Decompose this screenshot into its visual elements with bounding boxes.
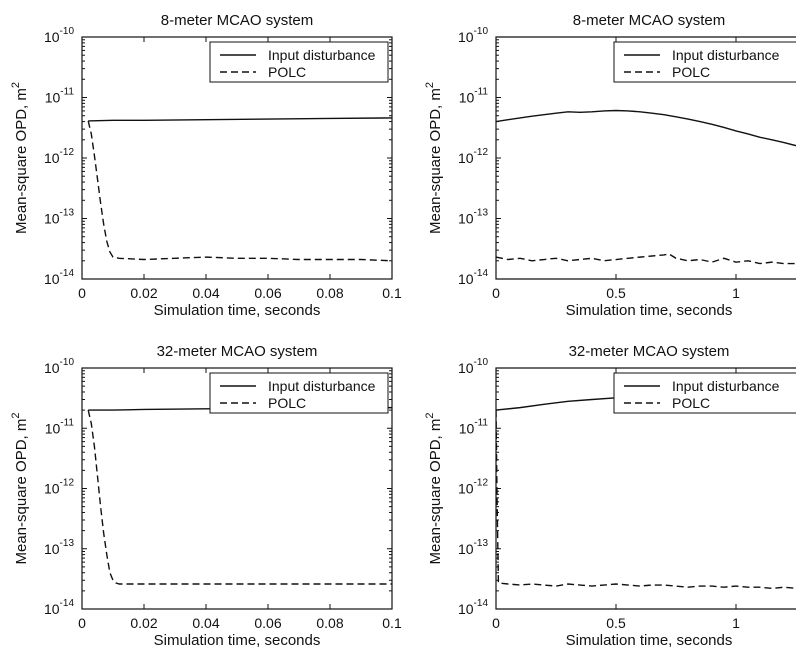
chart-panel: 32-meter MCAO system 10-14 10-13 10-12 10-11… [10,343,402,649]
chart-title: 8-meter MCAO system [161,12,314,29]
x-tick-label: 0.04 [192,615,219,631]
chart-panel: 8-meter MCAO system 10-14 10-13 10-12 10-11 1… [424,12,796,319]
y-tick-label: 10-11 [45,87,75,106]
y-tick-label: 10-10 [44,357,74,376]
legend-label: POLC [268,395,306,411]
x-axis-label: Simulation time, seconds [154,302,321,319]
chart-title: 32-meter MCAO system [569,343,730,360]
legend-label: Input disturbance [268,47,376,63]
y-tick-label: 10-12 [458,478,488,497]
x-tick-label: 0.06 [254,615,281,631]
y-tick-label: 10-13 [44,538,74,557]
series-line [496,253,796,265]
x-tick-label: 0 [78,285,86,301]
x-tick-label: 1 [732,285,740,301]
series-line [88,117,392,122]
y-tick-label: 10-12 [458,147,488,166]
y-tick-label: 10-14 [44,268,74,287]
series-line [87,409,392,585]
x-tick-label: 0.08 [316,615,343,631]
legend-label: POLC [268,64,306,80]
x-tick-label: 0.04 [192,285,219,301]
chart-title: 32-meter MCAO system [157,343,318,360]
x-tick-label: 0 [78,615,86,631]
x-tick-label: 0.06 [254,285,281,301]
series-line [496,410,796,590]
chart-panel: 32-meter MCAO system 10-14 10-13 10-12 10-11… [424,343,796,649]
legend-label: POLC [672,64,710,80]
y-tick-label: 10-14 [458,268,488,287]
y-tick-label: 10-10 [44,26,74,45]
chart-title: 8-meter MCAO system [573,12,726,29]
legend-label: Input disturbance [268,378,376,394]
y-tick-label: 10-10 [458,357,488,376]
x-axis-label: Simulation time, seconds [566,632,733,649]
x-axis-label: Simulation time, seconds [154,632,321,649]
legend-box [613,41,796,83]
y-tick-label: 10-13 [458,208,488,227]
y-axis-label: Mean-square OPD, m2 [424,412,444,564]
legend-label: Input disturbance [672,378,780,394]
y-tick-label: 10-11 [459,87,489,106]
y-tick-label: 10-14 [458,598,488,617]
x-tick-label: 0.1 [382,285,402,301]
legend-box [209,372,389,414]
y-tick-label: 10-12 [44,147,74,166]
y-tick-label: 10-13 [44,208,74,227]
chart-panel: 8-meter MCAO system 10-14 10-13 10-12 10-11 1… [10,12,402,319]
x-tick-label: 1 [732,615,740,631]
y-tick-label: 10-12 [44,478,74,497]
x-tick-label: 0.02 [130,285,157,301]
y-tick-label: 10-11 [459,417,489,436]
legend-box [613,372,796,414]
legend-box [209,41,389,83]
y-axis-label: Mean-square OPD, m2 [10,82,30,234]
y-tick-label: 10-11 [45,417,75,436]
x-tick-label: 0 [492,615,500,631]
x-tick-label: 0.02 [130,615,157,631]
y-tick-label: 10-14 [44,598,74,617]
x-tick-label: 0.08 [316,285,343,301]
x-tick-label: 0 [492,285,500,301]
x-tick-label: 0.5 [606,285,626,301]
x-tick-label: 0.5 [606,615,626,631]
x-tick-label: 0.1 [382,615,402,631]
y-axis-label: Mean-square OPD, m2 [424,82,444,234]
x-axis-label: Simulation time, seconds [566,302,733,319]
y-tick-label: 10-10 [458,26,488,45]
y-axis-label: Mean-square OPD, m2 [10,412,30,564]
y-tick-label: 10-13 [458,538,488,557]
series-line [87,120,392,262]
legend-label: Input disturbance [672,47,780,63]
legend-label: POLC [672,395,710,411]
series-line [496,109,796,147]
